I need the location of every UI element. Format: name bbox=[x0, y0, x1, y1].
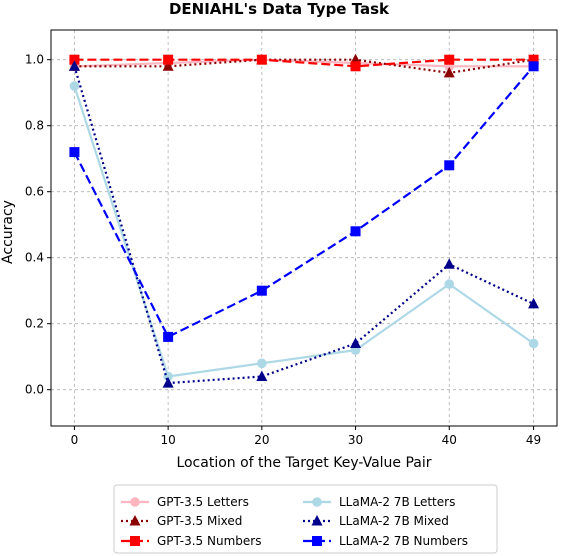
y-tick-label: 0.4 bbox=[25, 251, 44, 265]
legend-item: GPT-3.5 Mixed bbox=[121, 514, 242, 528]
data-point bbox=[528, 297, 540, 309]
series-5 bbox=[69, 61, 539, 342]
x-tick-label: 20 bbox=[254, 433, 269, 447]
x-tick-label: 30 bbox=[348, 433, 363, 447]
series-4 bbox=[68, 60, 540, 388]
x-axis-label: Location of the Target Key-Value Pair bbox=[176, 455, 431, 471]
data-point bbox=[69, 81, 80, 91]
data-point bbox=[256, 370, 268, 381]
legend-swatch-marker bbox=[129, 515, 141, 526]
series-3 bbox=[69, 81, 539, 382]
y-tick-label: 0.0 bbox=[25, 383, 44, 397]
y-tick-label: 0.6 bbox=[25, 185, 44, 199]
legend-swatch-marker bbox=[312, 536, 322, 546]
data-point bbox=[69, 54, 80, 65]
data-point bbox=[443, 66, 455, 78]
data-point bbox=[443, 258, 455, 269]
legend-item: LLaMA-2 7B Mixed bbox=[303, 514, 449, 528]
legend-label: LLaMA-2 7B Numbers bbox=[339, 534, 468, 548]
data-point bbox=[444, 160, 455, 171]
data-point bbox=[444, 54, 455, 65]
legend-label: GPT-3.5 Numbers bbox=[157, 534, 261, 548]
series-line bbox=[73, 65, 535, 385]
legend-label: GPT-3.5 Mixed bbox=[157, 514, 242, 528]
plot-frame bbox=[50, 29, 558, 427]
data-point bbox=[163, 54, 174, 65]
legend-label: LLaMA-2 7B Mixed bbox=[339, 514, 449, 528]
series-layer bbox=[68, 53, 540, 388]
data-point bbox=[444, 279, 455, 289]
data-point bbox=[163, 331, 174, 342]
legend-swatch-marker bbox=[311, 515, 323, 526]
y-axis-label: Accuracy bbox=[0, 200, 16, 264]
grid bbox=[51, 30, 557, 426]
data-point bbox=[256, 285, 267, 296]
series-line bbox=[74, 58, 534, 75]
y-tick-label: 0.8 bbox=[25, 119, 44, 133]
series-line bbox=[74, 58, 534, 68]
legend-swatch-marker bbox=[312, 497, 322, 507]
data-point bbox=[257, 358, 267, 369]
legend-box bbox=[113, 484, 498, 554]
legend-item: LLaMA-2 7B Numbers bbox=[303, 534, 468, 548]
data-point bbox=[68, 60, 80, 71]
legend-item: GPT-3.5 Numbers bbox=[121, 534, 261, 548]
x-tick-label: 0 bbox=[71, 433, 79, 447]
legend-label: GPT-3.5 Letters bbox=[157, 495, 249, 509]
data-point bbox=[528, 54, 539, 65]
y-axis: 0.0 0.2 0.4 0.6 0.8 1.0 bbox=[25, 53, 51, 397]
legend-item: GPT-3.5 Letters bbox=[121, 495, 249, 509]
legend-swatch-marker bbox=[130, 497, 140, 507]
y-tick-label: 0.2 bbox=[25, 317, 44, 331]
data-point bbox=[69, 147, 80, 158]
legend-item: LLaMA-2 7B Letters bbox=[303, 495, 455, 509]
series-line bbox=[73, 85, 535, 378]
x-tick-label: 49 bbox=[526, 433, 541, 447]
x-axis: 0 10 20 30 40 49 bbox=[71, 426, 541, 447]
x-tick-label: 10 bbox=[160, 433, 175, 447]
data-point bbox=[162, 60, 174, 71]
data-point bbox=[350, 61, 361, 72]
data-point bbox=[162, 377, 174, 388]
chart-title: DENIAHL's Data Type Task bbox=[169, 0, 390, 18]
series-line bbox=[73, 65, 535, 338]
data-point bbox=[350, 337, 362, 348]
legend-swatch-marker bbox=[130, 536, 140, 546]
legend-label: LLaMA-2 7B Letters bbox=[339, 495, 455, 509]
x-tick-label: 40 bbox=[442, 433, 457, 447]
data-point bbox=[528, 338, 539, 349]
data-point bbox=[350, 226, 361, 237]
series-2 bbox=[69, 54, 539, 72]
data-point bbox=[528, 61, 539, 72]
y-tick-label: 1.0 bbox=[25, 53, 44, 67]
series-line bbox=[74, 58, 534, 68]
data-point bbox=[256, 54, 267, 65]
legend: GPT-3.5 Letters GPT-3.5 Mixed GPT-3.5 Numb… bbox=[113, 484, 498, 554]
